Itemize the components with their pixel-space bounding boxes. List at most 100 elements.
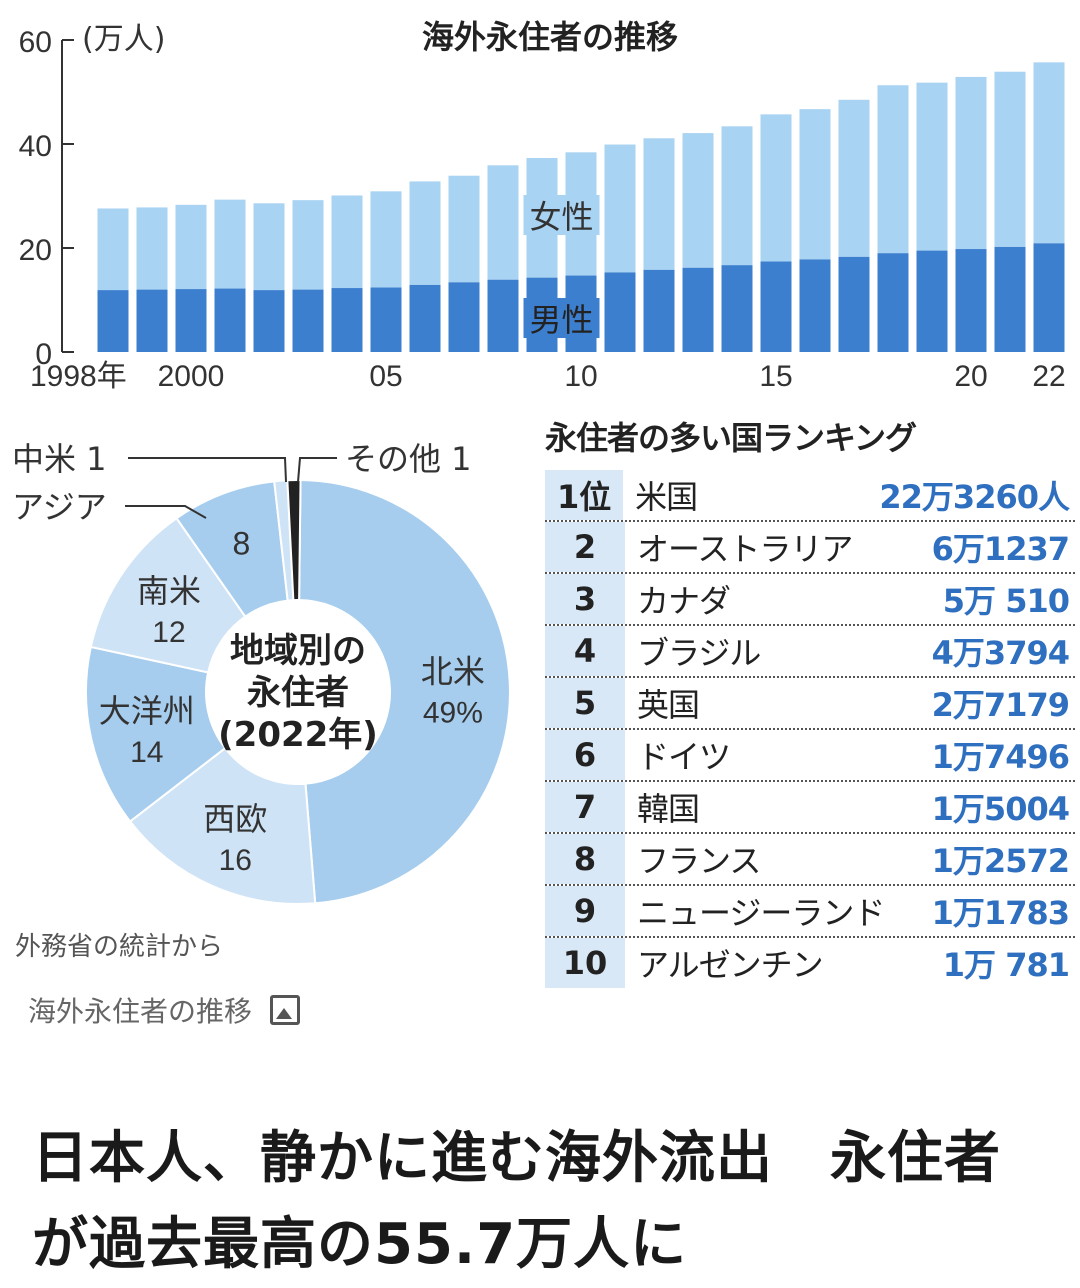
slice-label: 大洋州 xyxy=(99,692,195,730)
male-label-bg xyxy=(523,298,600,338)
bar-female xyxy=(370,191,402,288)
x-tick-label: 22 xyxy=(1032,360,1065,393)
bar-female xyxy=(175,204,207,290)
rank-number: 4 xyxy=(545,626,625,676)
x-tick-label: 15 xyxy=(759,360,792,393)
resident-count: 1万 781 xyxy=(942,946,1070,984)
slice-1 xyxy=(128,746,317,905)
bar-female xyxy=(682,133,714,268)
bar-male xyxy=(916,250,948,352)
bar-female xyxy=(994,71,1026,247)
rank-number: 3 xyxy=(545,574,625,624)
bar-male xyxy=(331,288,363,352)
resident-count: 1万1783 xyxy=(931,894,1070,932)
bar-male xyxy=(799,259,831,352)
bar-male xyxy=(136,289,168,352)
rank-number: 5 xyxy=(545,678,625,728)
slice-3 xyxy=(89,516,247,674)
slice-label: 南米 xyxy=(137,572,201,610)
ranking-row: 1位 米国 22万3260人 xyxy=(545,470,1075,522)
bar-female xyxy=(409,181,441,285)
resident-count: 1万7496 xyxy=(931,738,1070,776)
bar-female xyxy=(760,114,792,262)
donut-title-line: (2022年) xyxy=(218,715,378,755)
resident-count: 22万3260人 xyxy=(879,478,1070,516)
slice-value: 16 xyxy=(219,844,252,877)
donut-title-line: 地域別の xyxy=(230,631,366,671)
bar-female xyxy=(955,76,987,250)
country-name: 英国 xyxy=(637,686,700,724)
bar-female xyxy=(331,195,363,289)
slice-2 xyxy=(84,645,227,823)
bar-female xyxy=(721,126,753,266)
country-name: カナダ xyxy=(637,582,731,620)
x-tick-label: 05 xyxy=(369,360,402,393)
bar-male xyxy=(292,289,324,352)
callout-line-others xyxy=(297,457,337,483)
infographic: 0 20 40 60 (万人) 海外永住者の推移 女性 男性 1998年 2000 05 10 15 20… xyxy=(12,18,1075,988)
ranking-row: 2 オーストラリア 6万1237 xyxy=(545,522,1075,574)
bar-female xyxy=(97,208,129,291)
bar-male xyxy=(370,287,402,352)
bar-female xyxy=(838,99,870,257)
ranking-row: 10 アルゼンチン 1万 781 xyxy=(545,938,1075,988)
callout-others: その他 1 xyxy=(345,440,472,478)
bar-female xyxy=(487,165,519,280)
callout-line-central-america xyxy=(128,457,287,483)
bar-female xyxy=(604,144,636,273)
slice-0 xyxy=(298,479,511,905)
image-icon[interactable] xyxy=(270,995,301,1025)
resident-count: 1万5004 xyxy=(931,790,1070,828)
bar-male xyxy=(487,279,519,352)
article-headline[interactable]: 日本人、静かに進む海外流出 永住者が過去最高の55.7万人に xyxy=(32,1125,1001,1277)
bar-male xyxy=(214,288,246,352)
ranking-table: 永住者の多い国ランキング 1位 米国 22万3260人 2 オーストラリア 6万1237 3… xyxy=(545,418,1075,988)
ranking-row: 6 ドイツ 1万7496 xyxy=(545,730,1075,782)
bar-male xyxy=(721,265,753,352)
bar-male xyxy=(955,249,987,352)
bar-male xyxy=(97,290,129,352)
caption-text: 海外永住者の推移 xyxy=(28,995,253,1028)
ranking-rows: 1位 米国 22万3260人 2 オーストラリア 6万1237 3 カナダ 5万 510 4 ブラジ… xyxy=(545,470,1075,988)
callout-central-america: 中米 1 xyxy=(12,440,107,478)
x-tick-label: 2000 xyxy=(158,360,225,393)
slice-value: 12 xyxy=(152,616,185,649)
donut-title-line: 永住者 xyxy=(247,673,349,713)
bar-female xyxy=(214,199,246,289)
ranking-row: 8 フランス 1万2572 xyxy=(545,834,1075,886)
bar-male xyxy=(838,256,870,352)
country-name: 米国 xyxy=(635,478,698,516)
bar-female xyxy=(799,109,831,260)
bar-male xyxy=(760,261,792,352)
rank-number: 10 xyxy=(545,938,625,988)
bar-female xyxy=(448,175,480,283)
country-name: オーストラリア xyxy=(637,530,853,568)
female-label-bg xyxy=(523,195,600,235)
rank-number: 7 xyxy=(545,782,625,832)
country-name: 韓国 xyxy=(637,790,700,828)
rank-number: 6 xyxy=(545,730,625,780)
male-label: 男性 xyxy=(529,301,593,339)
ranking-row: 9 ニュージーランド 1万1783 xyxy=(545,886,1075,938)
rank-number: 1位 xyxy=(545,470,624,520)
resident-count: 2万7179 xyxy=(931,686,1070,724)
slice-value: 8 xyxy=(233,525,251,561)
chart-title: 海外永住者の推移 xyxy=(422,18,678,56)
slice-value: 49% xyxy=(423,697,483,730)
ranking-row: 5 英国 2万7179 xyxy=(545,678,1075,730)
ranking-row: 7 韓国 1万5004 xyxy=(545,782,1075,834)
resident-count: 4万3794 xyxy=(931,634,1070,672)
y-tick-label: 0 xyxy=(35,338,52,371)
bar-male xyxy=(994,246,1026,352)
country-name: ニュージーランド xyxy=(637,894,885,932)
x-tick-label: 1998年 xyxy=(30,360,127,393)
resident-count: 5万 510 xyxy=(942,582,1070,620)
female-label: 女性 xyxy=(529,198,593,236)
source-note: 外務省の統計から xyxy=(15,932,224,962)
y-tick-label: 40 xyxy=(19,130,52,163)
x-tick-label: 10 xyxy=(564,360,597,393)
bar-male xyxy=(1033,243,1065,352)
ranking-row: 3 カナダ 5万 510 xyxy=(545,574,1075,626)
ranking-title: 永住者の多い国ランキング xyxy=(545,419,917,457)
